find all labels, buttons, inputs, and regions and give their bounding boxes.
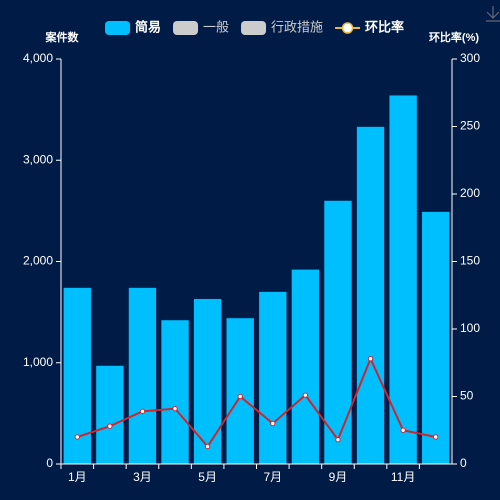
line-point	[74, 434, 80, 440]
legend-swatch	[241, 21, 267, 35]
x-tick-label: 7月	[263, 470, 282, 484]
y-tick-label: 4,000	[23, 51, 53, 65]
line-point	[204, 443, 211, 450]
y2-tick-label: 250	[460, 119, 480, 133]
legend-label: 简易	[135, 19, 161, 34]
y2-tick-label: 0	[460, 456, 467, 470]
bar	[161, 320, 189, 464]
y-tick-label: 3,000	[23, 152, 53, 166]
bar	[291, 269, 320, 464]
line-point	[172, 405, 178, 412]
x-tick-label: 1月	[68, 470, 87, 484]
line-point	[107, 423, 113, 429]
bar	[356, 126, 385, 465]
x-tick-label: 11月	[391, 470, 415, 484]
legend-swatch	[173, 21, 199, 35]
line-point	[400, 427, 406, 433]
bar	[324, 200, 352, 464]
legend-label: 环比率	[365, 19, 404, 34]
x-tick-label: 9月	[329, 470, 348, 484]
legend-item[interactable]: 简易	[105, 19, 161, 35]
x-tick-label: 3月	[133, 470, 152, 484]
line-point	[367, 356, 374, 362]
y2-tick-label: 50	[460, 389, 474, 403]
legend-swatch	[105, 21, 130, 35]
y2-tick-label: 100	[460, 321, 480, 335]
bar	[259, 291, 287, 464]
bar	[226, 318, 254, 464]
legend-item[interactable]: 行政措施	[241, 19, 323, 35]
line-point	[302, 392, 309, 398]
y-tick-label: 0	[46, 456, 53, 470]
line	[76, 356, 436, 449]
bar	[193, 298, 222, 464]
line-point	[335, 437, 341, 443]
legend-label: 行政措施	[271, 19, 323, 34]
y-tick-label: 2,000	[23, 254, 53, 268]
legend-marker	[341, 22, 354, 34]
line-point	[139, 408, 146, 415]
bar	[389, 95, 417, 464]
y2-tick-label: 300	[460, 51, 480, 65]
line-point	[270, 420, 276, 427]
y2-axis-title: 环比率(%)	[429, 30, 479, 44]
legend-label: 一般	[203, 19, 229, 34]
y2-tick-label: 200	[460, 186, 480, 200]
y-axis-title: 案件数	[45, 30, 80, 44]
download-glyph	[486, 6, 500, 22]
line-point	[237, 393, 243, 400]
x-tick-label: 5月	[198, 470, 217, 484]
line-point	[433, 434, 439, 440]
y-tick-label: 1,000	[23, 355, 53, 369]
legend-item[interactable]: 一般	[173, 19, 229, 35]
legend-item[interactable]: 环比率	[335, 19, 404, 34]
bar	[96, 365, 124, 464]
y2-tick-label: 150	[460, 254, 480, 268]
bar	[422, 211, 450, 464]
download-icon[interactable]	[486, 6, 500, 22]
bar	[128, 287, 157, 464]
